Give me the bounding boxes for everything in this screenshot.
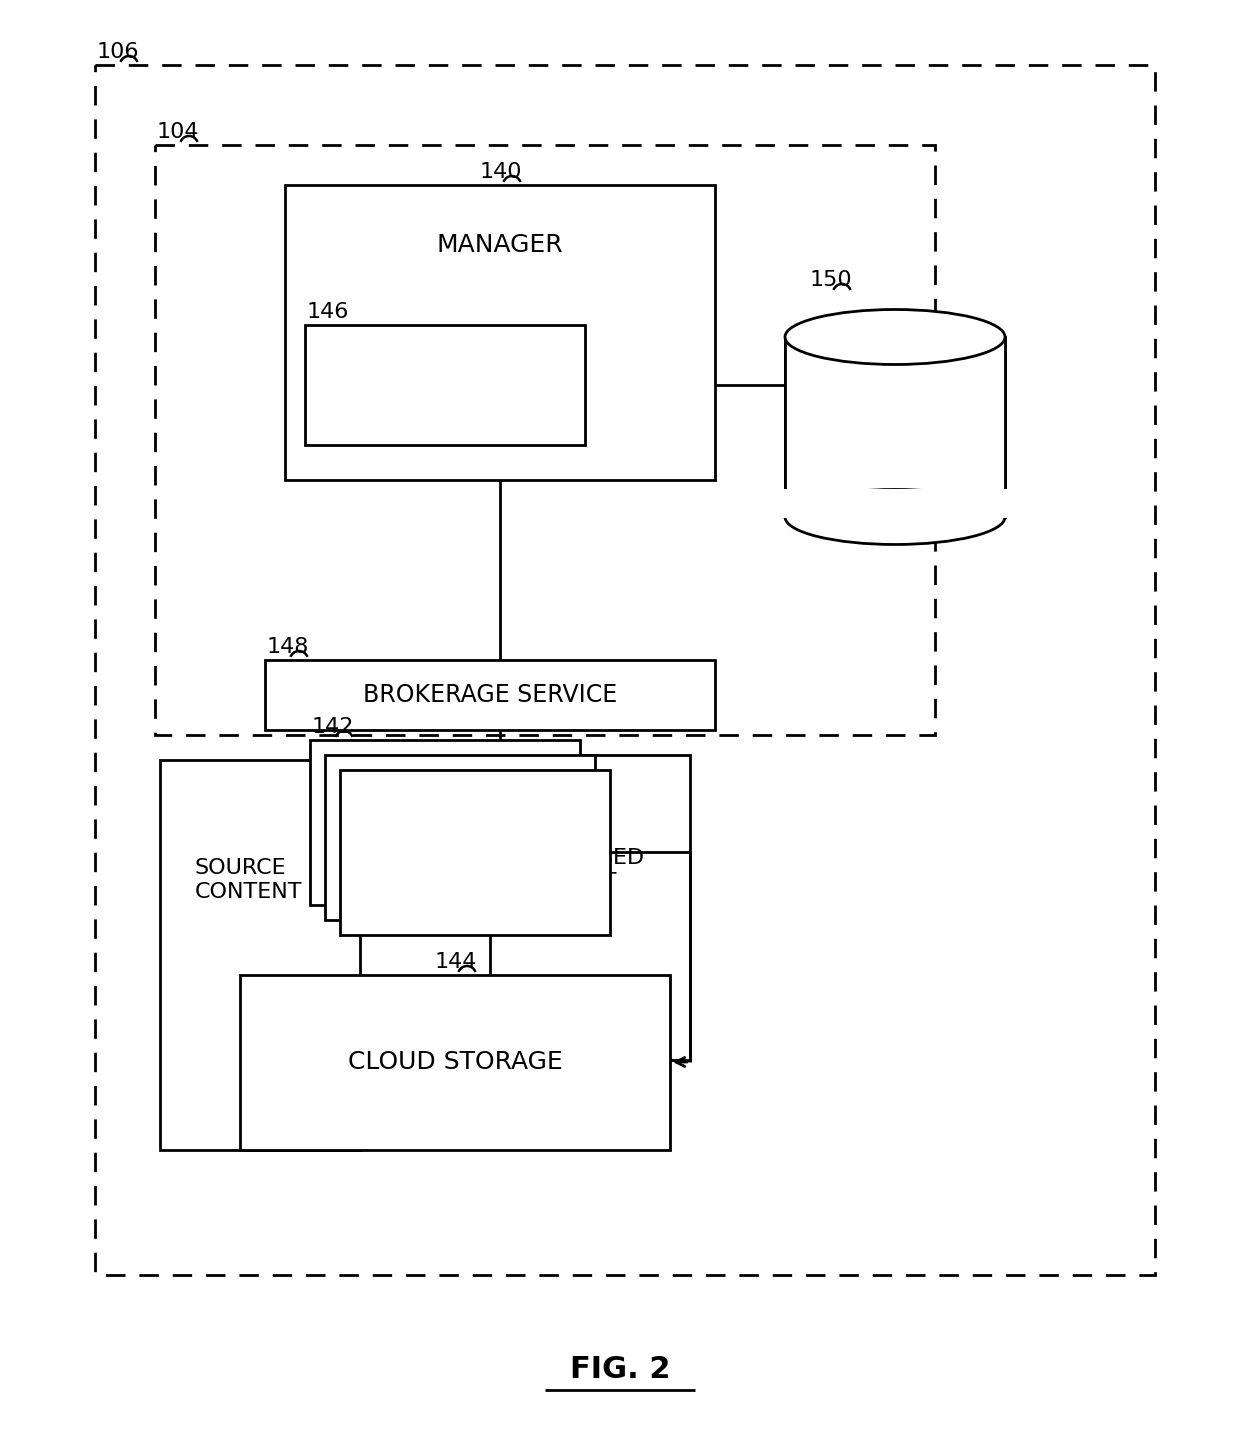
Bar: [490, 755, 689, 1061]
Text: BROKERAGE SERVICE: BROKERAGE SERVICE: [363, 683, 618, 708]
Bar: [265, 660, 715, 729]
Bar: [285, 185, 715, 480]
Bar: [95, 65, 1154, 1275]
Text: PROCESSED
CONTENT: PROCESSED CONTENT: [510, 848, 645, 891]
Text: 104: 104: [157, 122, 200, 142]
Bar: [241, 975, 670, 1150]
Text: 142: 142: [312, 718, 355, 737]
Bar: [782, 489, 1007, 518]
Bar: [160, 760, 360, 1150]
Text: WORKER(S): WORKER(S): [405, 841, 544, 864]
Ellipse shape: [785, 489, 1004, 544]
Text: DATABASE
(CLOUD WORK
QUEUE): DATABASE (CLOUD WORK QUEUE): [813, 337, 977, 404]
Bar: [340, 770, 610, 935]
Text: 144: 144: [435, 952, 477, 972]
Text: MANAGER: MANAGER: [436, 233, 563, 258]
Bar: [155, 145, 935, 735]
Bar: [325, 755, 595, 920]
Text: CLOUD STORAGE: CLOUD STORAGE: [347, 1051, 563, 1074]
Text: 146: 146: [308, 302, 350, 323]
Text: SOURCE
CONTENT: SOURCE CONTENT: [195, 858, 303, 901]
Text: 140: 140: [480, 162, 522, 182]
Text: 106: 106: [97, 42, 139, 62]
Ellipse shape: [785, 310, 1004, 365]
Text: SMART
AUTOSCALER: SMART AUTOSCALER: [371, 359, 520, 402]
Bar: [785, 337, 1004, 517]
Bar: [310, 739, 580, 904]
Bar: [305, 326, 585, 446]
Text: FIG. 2: FIG. 2: [569, 1356, 671, 1385]
Text: 148: 148: [267, 637, 309, 657]
Text: 150: 150: [810, 271, 853, 289]
